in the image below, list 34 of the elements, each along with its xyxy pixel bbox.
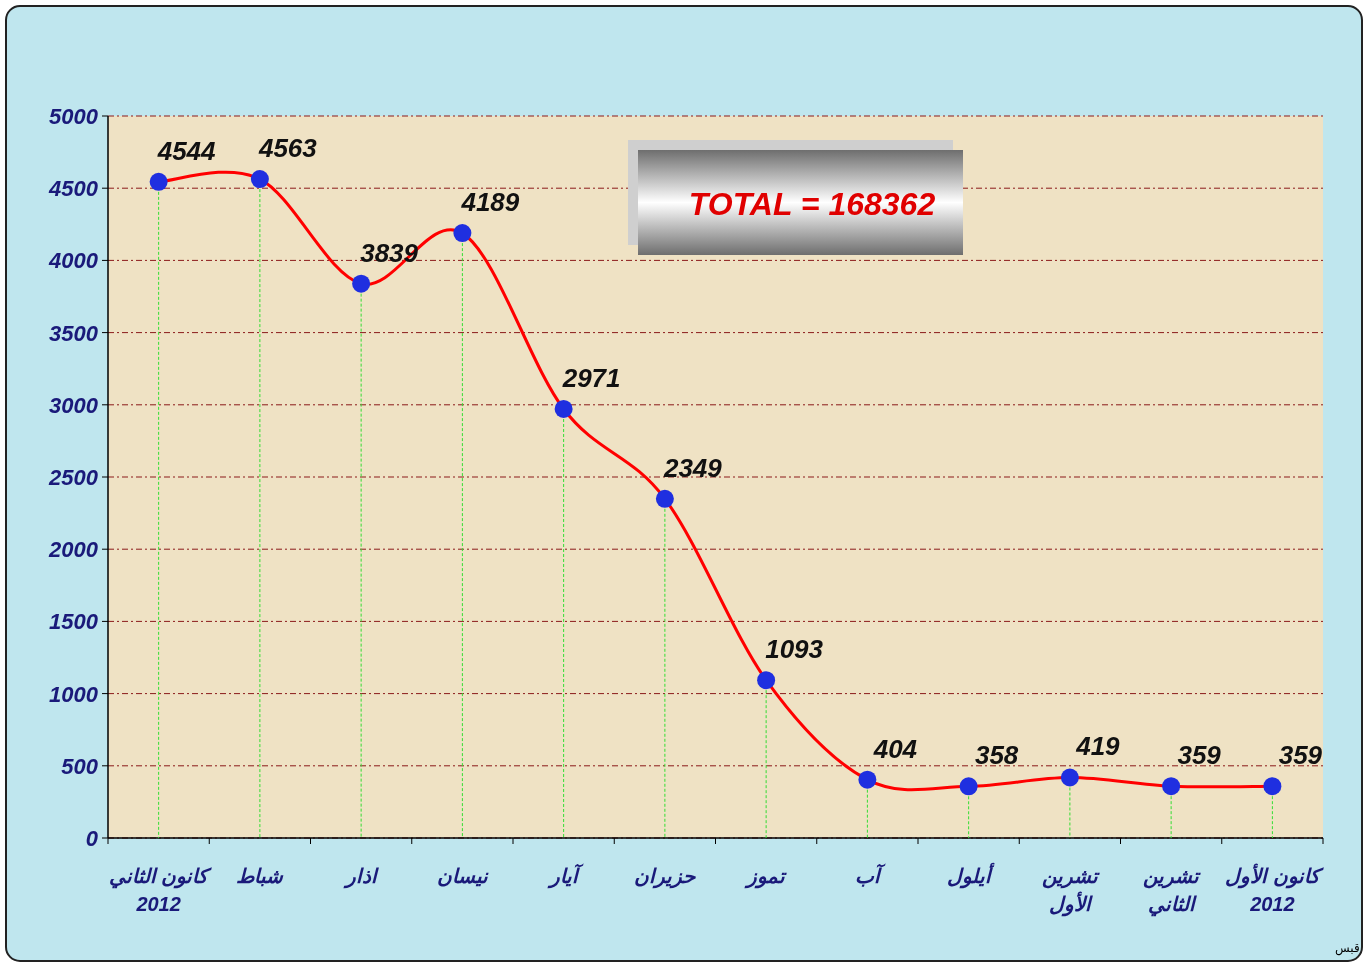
x-tick-label: حزيران xyxy=(634,865,697,889)
y-tick-label: 1500 xyxy=(49,609,99,635)
text: قبس xyxy=(1335,941,1360,956)
x-tick-label: أيلول xyxy=(946,862,995,889)
x-tick-label: نيسان xyxy=(436,865,489,887)
y-tick-label: 2000 xyxy=(48,537,99,563)
x-tick-label: آب xyxy=(854,863,886,887)
annotation: TOTAL = 168362 xyxy=(688,186,936,222)
data-label: 359 xyxy=(1177,740,1222,771)
y-tick-label: 3500 xyxy=(49,320,99,346)
data-label: 358 xyxy=(974,740,1019,771)
y-tick-label: 2500 xyxy=(48,465,99,490)
x-tick-label: تموز xyxy=(744,865,788,889)
data-label: 359 xyxy=(1278,740,1323,771)
y-tick-label: 0 xyxy=(85,826,99,851)
x-tick-label: شباط xyxy=(236,865,285,887)
x-tick-label: تشرين الأول xyxy=(1041,865,1100,917)
data-label: 4189 xyxy=(460,187,520,218)
y-tick-label: 500 xyxy=(61,753,99,779)
data-label: 4563 xyxy=(257,133,318,164)
data-label: 419 xyxy=(1075,731,1121,762)
y-tick-label: 1000 xyxy=(49,681,99,707)
x-tick-label: آيار xyxy=(546,863,584,889)
data-label: 2971 xyxy=(561,362,621,393)
y-tick-label: 4000 xyxy=(48,248,99,274)
x-tick-label: اذار xyxy=(342,865,379,889)
y-tick-label: 4500 xyxy=(48,176,99,202)
data-label: 404 xyxy=(872,733,918,764)
data-label: 4544 xyxy=(156,135,217,166)
y-tick-label: 5000 xyxy=(49,104,99,129)
data-label: 2349 xyxy=(662,452,723,483)
x-tick-label: تشرين الثاني xyxy=(1143,865,1202,917)
data-label: 1093 xyxy=(765,634,824,665)
y-tick-label: 3000 xyxy=(49,392,99,418)
